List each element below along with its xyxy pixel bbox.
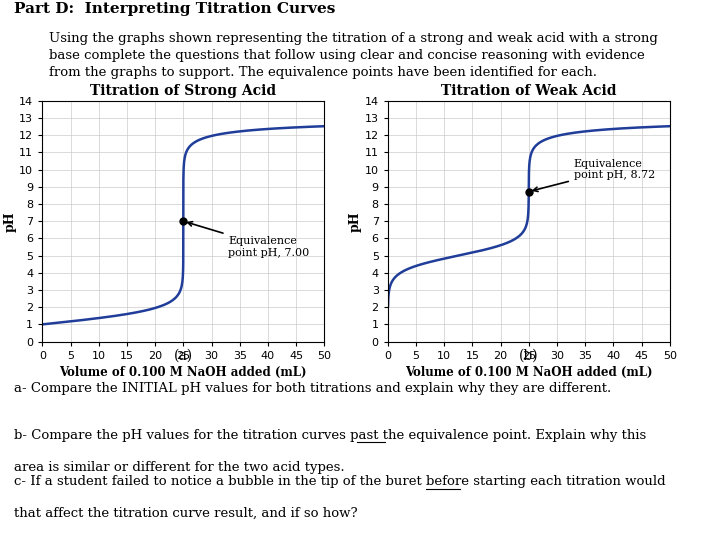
Text: (a): (a) (173, 348, 193, 363)
Text: (b): (b) (519, 348, 539, 363)
Text: a- Compare the INITIAL pH values for both titrations and explain why they are di: a- Compare the INITIAL pH values for bot… (14, 382, 611, 395)
Text: Using the graphs shown representing the titration of a strong and weak acid with: Using the graphs shown representing the … (49, 32, 658, 80)
Text: Part D:  Interpreting Titration Curves: Part D: Interpreting Titration Curves (14, 2, 336, 16)
X-axis label: Volume of 0.100 M NaOH added (mL): Volume of 0.100 M NaOH added (mL) (405, 366, 653, 379)
Text: Equivalence
point pH, 8.72: Equivalence point pH, 8.72 (533, 159, 655, 192)
Y-axis label: pH: pH (4, 211, 16, 231)
X-axis label: Volume of 0.100 M NaOH added (mL): Volume of 0.100 M NaOH added (mL) (59, 366, 307, 379)
Text: that affect the titration curve result, and if so how?: that affect the titration curve result, … (14, 507, 357, 520)
Title: Titration of Weak Acid: Titration of Weak Acid (441, 84, 616, 98)
Text: b- Compare the pH values for the titration curves past the equivalence point. Ex: b- Compare the pH values for the titrati… (14, 428, 646, 442)
Text: Equivalence
point pH, 7.00: Equivalence point pH, 7.00 (188, 222, 309, 258)
Y-axis label: pH: pH (349, 211, 362, 231)
Text: c- If a student failed to notice a bubble in the tip of the buret before startin: c- If a student failed to notice a bubbl… (14, 475, 666, 488)
Title: Titration of Strong Acid: Titration of Strong Acid (90, 84, 276, 98)
Text: area is similar or different for the two acid types.: area is similar or different for the two… (14, 460, 345, 474)
